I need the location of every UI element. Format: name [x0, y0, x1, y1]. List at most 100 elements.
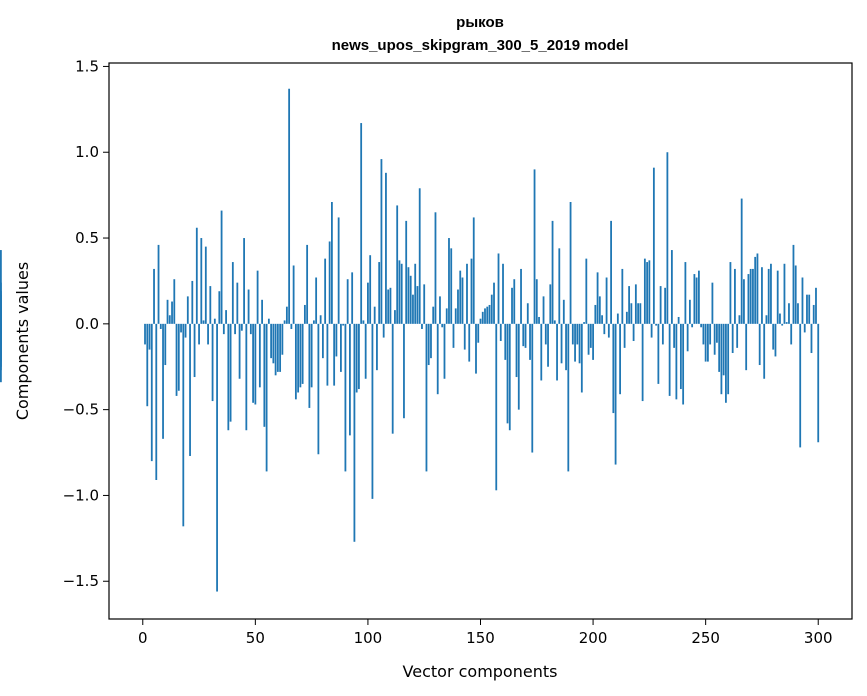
bar: [526, 303, 529, 324]
bar: [569, 202, 572, 324]
bar: [565, 323, 567, 371]
bar: [229, 323, 232, 422]
bar: [763, 323, 766, 379]
bar: [535, 279, 538, 324]
bar: [634, 284, 637, 324]
bar: [490, 294, 493, 324]
bar: [418, 188, 421, 324]
bar: [520, 268, 522, 324]
bar: [614, 323, 617, 465]
bar: [578, 323, 581, 364]
bar: [265, 323, 268, 472]
bar: [166, 299, 169, 324]
bar: [414, 263, 417, 324]
bar: [333, 323, 336, 386]
bar: [344, 323, 347, 472]
bar: [553, 320, 556, 324]
bar: [484, 308, 486, 324]
bar: [328, 241, 331, 324]
bar: [652, 167, 655, 324]
bar: [297, 323, 300, 393]
bar: [808, 294, 811, 324]
bar: [749, 268, 752, 324]
bar: [486, 306, 489, 324]
bar: [358, 323, 360, 390]
bar: [776, 270, 779, 324]
y-axis-label: Components values: [13, 262, 32, 420]
bar: [679, 323, 682, 390]
x-tick-label: 200: [579, 629, 608, 647]
bar: [691, 323, 694, 328]
y-tick-label: 0.5: [75, 229, 99, 247]
bar: [799, 323, 802, 448]
bar: [529, 323, 531, 360]
bar: [159, 323, 162, 329]
bar: [504, 323, 507, 360]
bar: [641, 323, 644, 402]
bar: [673, 323, 676, 348]
bar: [394, 310, 396, 324]
bar: [817, 323, 820, 443]
bar: [400, 263, 403, 324]
bar: [524, 323, 527, 348]
bar: [477, 323, 480, 343]
bar: [189, 323, 191, 456]
bar: [734, 268, 736, 324]
bar: [616, 313, 619, 324]
bar: [607, 323, 610, 338]
bar: [171, 301, 173, 324]
bar: [270, 323, 273, 359]
bar: [731, 323, 734, 354]
bar: [774, 323, 777, 357]
bar: [238, 323, 241, 379]
bar: [709, 323, 712, 345]
bar: [225, 310, 227, 324]
bar: [168, 315, 171, 324]
bar: [162, 323, 164, 439]
bar: [596, 272, 599, 324]
bar: [522, 323, 525, 347]
bar: [288, 88, 291, 324]
bar: [659, 286, 662, 324]
bar: [164, 323, 167, 366]
bar: [740, 198, 743, 324]
bar: [806, 294, 808, 324]
bar: [623, 323, 626, 348]
bar: [353, 323, 356, 542]
bar: [589, 323, 592, 348]
bar: [556, 323, 558, 381]
bar: [743, 279, 745, 324]
bar: [218, 291, 221, 324]
y-axis-ticks: 1.5 1.0 0.5 0.0 −0.5 −1.0 −1.5: [63, 57, 109, 590]
bar: [745, 323, 748, 371]
bar: [481, 311, 484, 324]
bar: [781, 323, 784, 326]
bar: [389, 287, 392, 324]
bar: [587, 323, 590, 355]
bar: [144, 323, 146, 345]
bar: [249, 323, 252, 335]
bar: [585, 258, 588, 324]
bar: [499, 323, 502, 341]
bar: [175, 323, 178, 396]
bar: [337, 217, 340, 324]
bar: [331, 202, 333, 324]
bar: [815, 287, 817, 324]
bar: [495, 323, 498, 491]
bar: [209, 286, 212, 324]
bar: [772, 323, 775, 350]
bar: [756, 253, 759, 324]
bar: [321, 323, 324, 359]
bar: [443, 323, 446, 379]
bar: [222, 323, 225, 335]
bar: [621, 268, 624, 324]
bar: [412, 294, 414, 324]
bar: [360, 123, 363, 324]
bar: [637, 303, 640, 324]
bar: [0, 291, 2, 324]
bar: [682, 323, 685, 405]
bar: [258, 323, 261, 388]
bar: [698, 270, 700, 324]
bar: [432, 306, 435, 324]
bar: [445, 308, 448, 324]
